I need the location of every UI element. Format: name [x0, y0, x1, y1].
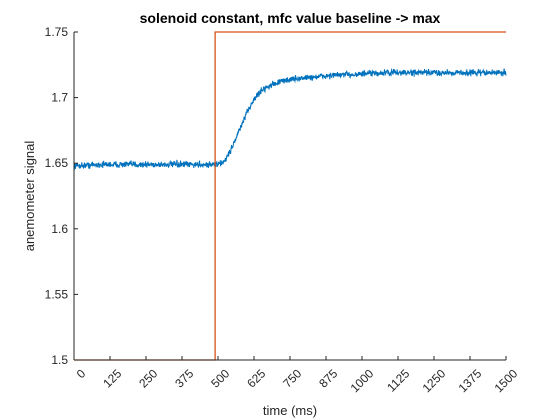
y-ticks: 1.5 1.55 1.6 1.65 1.7 1.75: [45, 25, 78, 367]
x-tick-label: 1000: [348, 366, 377, 395]
y-tick-label: 1.65: [45, 156, 69, 170]
x-tick-label: 1500: [492, 366, 521, 395]
x-tick-label: 1375: [456, 366, 485, 395]
x-tick-label: 0: [74, 366, 89, 381]
x-tick-label: 1250: [420, 366, 449, 395]
x-tick-label: 1125: [384, 366, 412, 394]
y-tick-label: 1.75: [45, 25, 69, 39]
x-tick-label: 375: [172, 366, 196, 390]
x-tick-label: 500: [208, 366, 232, 390]
x-ticks: 0 125 250 375 500 625 750 875 1000 1125 1250 1375 15…: [73, 356, 521, 395]
y-tick-label: 1.6: [51, 222, 68, 236]
chart-title: solenoid constant, mfc value baseline ->…: [140, 10, 441, 26]
series-line-1: [73, 67, 507, 171]
x-axis-label: time (ms): [263, 403, 317, 418]
x-tick-label: 125: [100, 366, 124, 390]
y-axis-label: anemometer signal: [22, 141, 37, 252]
x-tick-label: 250: [136, 366, 160, 390]
x-tick-label: 750: [280, 366, 304, 390]
x-tick-label: 625: [244, 366, 268, 390]
y-tick-label: 1.55: [45, 287, 69, 301]
plot-area: [74, 32, 506, 360]
y-tick-label: 1.7: [51, 91, 68, 105]
y-tick-label: 1.5: [51, 353, 68, 367]
x-tick-label: 875: [316, 366, 340, 390]
